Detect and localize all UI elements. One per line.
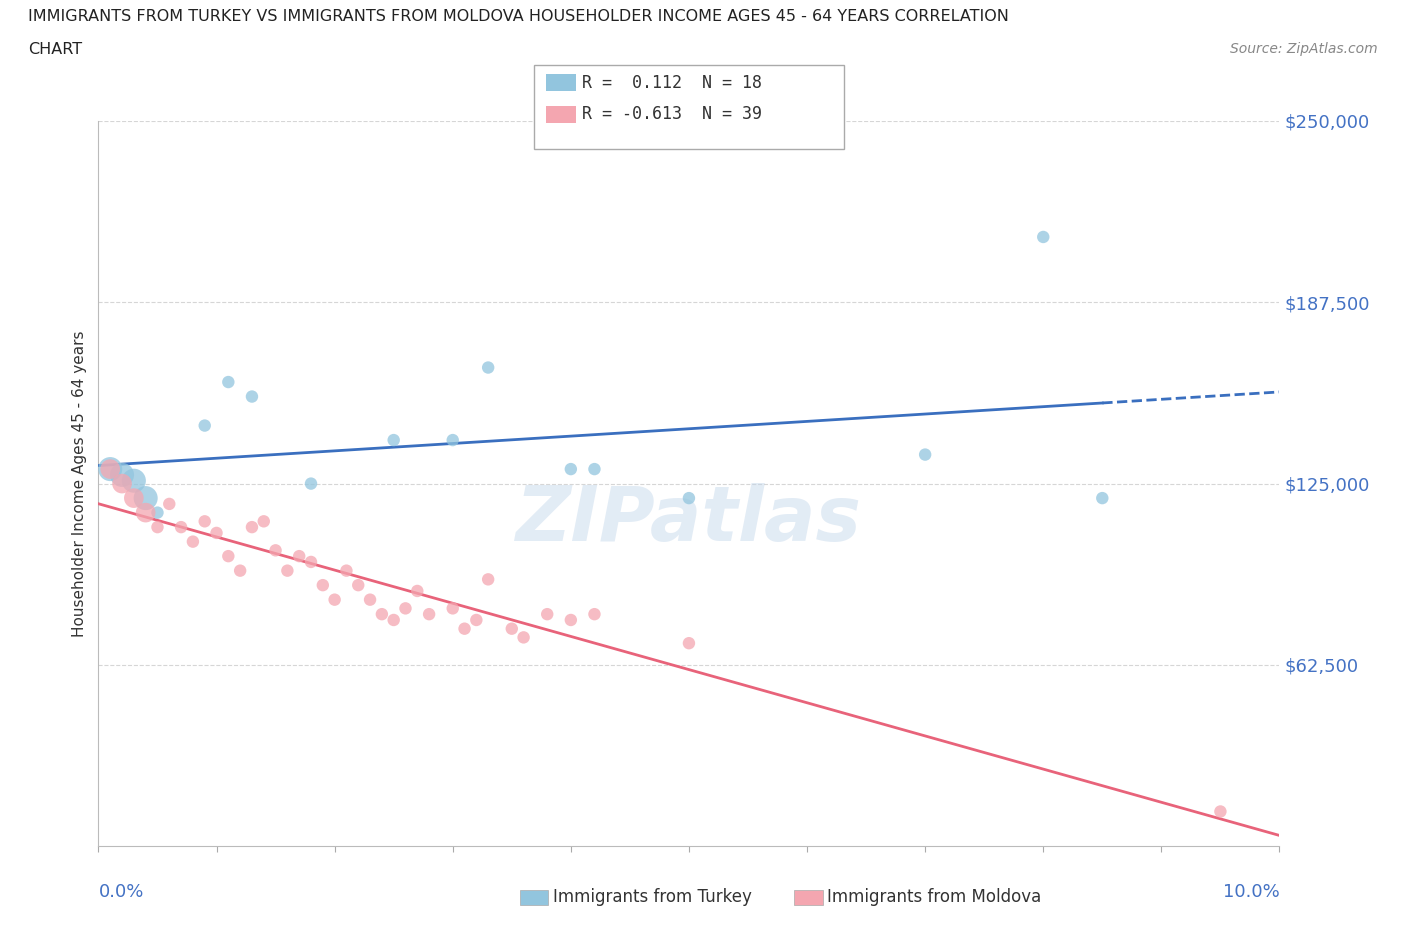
Point [170, 520, 193, 535]
Point [335, 564, 357, 578]
Text: ZIPatlas: ZIPatlas [516, 483, 862, 557]
Text: Immigrants from Moldova: Immigrants from Moldova [827, 888, 1040, 907]
Point [135, 505, 157, 520]
Point [276, 564, 298, 578]
Point [382, 432, 405, 447]
Point [264, 543, 287, 558]
Point [678, 491, 700, 506]
Point [146, 520, 169, 535]
Point [194, 418, 217, 433]
Point [122, 491, 145, 506]
Point [914, 447, 936, 462]
Point [441, 601, 464, 616]
Point [1209, 804, 1232, 819]
Point [394, 601, 416, 616]
Point [347, 578, 370, 592]
Point [406, 583, 429, 598]
Point [229, 564, 252, 578]
Point [418, 606, 440, 621]
Point [560, 613, 582, 628]
Text: 10.0%: 10.0% [1223, 883, 1279, 900]
Point [678, 636, 700, 651]
Point [371, 606, 394, 621]
Point [560, 461, 582, 476]
Point [323, 592, 346, 607]
Point [111, 476, 134, 491]
Point [382, 613, 405, 628]
Point [583, 461, 606, 476]
Point [359, 592, 381, 607]
Point [299, 476, 322, 491]
Point [240, 520, 263, 535]
Point [135, 491, 157, 506]
Point [1032, 230, 1054, 245]
Text: R = -0.613  N = 39: R = -0.613 N = 39 [582, 105, 762, 124]
Point [205, 525, 228, 540]
Text: CHART: CHART [28, 42, 82, 57]
Point [122, 473, 145, 488]
Text: Immigrants from Turkey: Immigrants from Turkey [553, 888, 751, 907]
Point [441, 432, 464, 447]
Point [240, 389, 263, 404]
Point [253, 514, 276, 529]
Y-axis label: Householder Income Ages 45 - 64 years: Householder Income Ages 45 - 64 years [72, 330, 87, 637]
Text: IMMIGRANTS FROM TURKEY VS IMMIGRANTS FROM MOLDOVA HOUSEHOLDER INCOME AGES 45 - 6: IMMIGRANTS FROM TURKEY VS IMMIGRANTS FRO… [28, 9, 1010, 24]
Point [477, 572, 499, 587]
Point [465, 613, 488, 628]
Point [98, 461, 121, 476]
Point [288, 549, 311, 564]
Point [299, 554, 322, 569]
Point [157, 497, 180, 512]
Text: R =  0.112  N = 18: R = 0.112 N = 18 [582, 73, 762, 92]
Point [477, 360, 499, 375]
Point [512, 630, 534, 644]
Text: Source: ZipAtlas.com: Source: ZipAtlas.com [1230, 42, 1378, 56]
Point [217, 549, 239, 564]
Point [98, 461, 121, 476]
Point [217, 375, 239, 390]
Point [194, 514, 217, 529]
Text: 0.0%: 0.0% [98, 883, 143, 900]
Point [453, 621, 475, 636]
Point [146, 505, 169, 520]
Point [111, 468, 134, 483]
Point [536, 606, 558, 621]
Point [181, 534, 204, 549]
Point [583, 606, 606, 621]
Point [501, 621, 523, 636]
Point [312, 578, 335, 592]
Point [1091, 491, 1114, 506]
